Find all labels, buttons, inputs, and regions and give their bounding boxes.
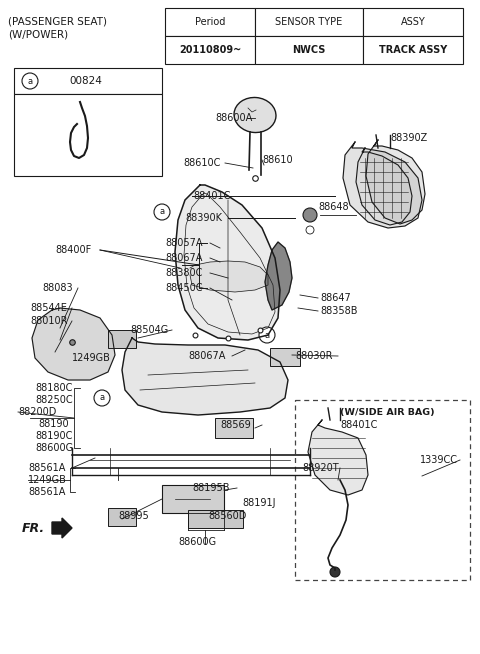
Text: 88030R: 88030R: [295, 351, 333, 361]
Text: 88191J: 88191J: [242, 498, 276, 508]
Ellipse shape: [234, 97, 276, 133]
Text: 88401C: 88401C: [193, 191, 230, 201]
Bar: [255, 36, 363, 64]
Text: 1249GB: 1249GB: [28, 475, 67, 485]
Text: 88648: 88648: [318, 202, 348, 212]
Polygon shape: [52, 518, 72, 538]
Text: 88190: 88190: [38, 419, 69, 429]
Text: 88180C: 88180C: [35, 383, 72, 393]
Bar: [108, 330, 136, 348]
Bar: [188, 510, 243, 528]
Bar: [108, 508, 136, 526]
Text: 88610: 88610: [262, 155, 293, 165]
Text: 88560D: 88560D: [208, 511, 246, 521]
Circle shape: [303, 208, 317, 222]
Text: 88450C: 88450C: [165, 283, 203, 293]
Polygon shape: [175, 185, 280, 340]
Circle shape: [22, 73, 38, 89]
Text: 88569: 88569: [220, 420, 251, 430]
Text: Period: Period: [195, 17, 225, 27]
Text: 88067A: 88067A: [188, 351, 226, 361]
Text: 88200D: 88200D: [18, 407, 56, 417]
Text: (W/SIDE AIR BAG): (W/SIDE AIR BAG): [340, 407, 434, 417]
Polygon shape: [366, 140, 425, 224]
Bar: [14, 68, 162, 94]
Text: 88600G: 88600G: [178, 537, 216, 547]
Text: TRACK ASSY: TRACK ASSY: [379, 45, 447, 55]
Bar: [14, 94, 162, 176]
Text: 00824: 00824: [69, 76, 102, 86]
Text: (PASSENGER SEAT)
(W/POWER): (PASSENGER SEAT) (W/POWER): [8, 16, 107, 39]
Polygon shape: [265, 242, 292, 310]
Text: 88561A: 88561A: [28, 463, 65, 473]
Polygon shape: [308, 420, 368, 495]
Text: a: a: [264, 330, 270, 339]
Text: NWCS: NWCS: [292, 45, 326, 55]
Text: 88600G: 88600G: [35, 443, 73, 453]
Text: 1249GB: 1249GB: [72, 353, 111, 363]
Text: 88190C: 88190C: [35, 431, 72, 441]
Circle shape: [330, 567, 340, 577]
Circle shape: [94, 390, 110, 406]
Polygon shape: [343, 142, 422, 228]
Bar: [165, 36, 255, 64]
Text: 88195B: 88195B: [192, 483, 229, 493]
Text: 88400F: 88400F: [55, 245, 91, 255]
Text: a: a: [99, 394, 105, 402]
Text: 88250C: 88250C: [35, 395, 72, 405]
Bar: [165, 8, 255, 36]
Text: 88561A: 88561A: [28, 487, 65, 497]
Bar: [363, 8, 463, 36]
Bar: [363, 36, 463, 64]
Polygon shape: [356, 148, 412, 225]
Bar: [270, 348, 300, 366]
Polygon shape: [122, 338, 288, 415]
Text: 88390K: 88390K: [185, 213, 222, 223]
Polygon shape: [32, 308, 115, 380]
Text: 88995: 88995: [118, 511, 149, 521]
Circle shape: [259, 327, 275, 343]
Bar: [215, 418, 253, 438]
Text: 88057A: 88057A: [165, 238, 203, 248]
Circle shape: [154, 204, 170, 220]
Text: FR.: FR.: [22, 521, 45, 534]
Text: 88010R: 88010R: [30, 316, 68, 326]
Polygon shape: [190, 261, 268, 292]
Text: SENSOR TYPE: SENSOR TYPE: [276, 17, 343, 27]
Circle shape: [306, 226, 314, 234]
Text: a: a: [159, 207, 165, 216]
Text: 88067A: 88067A: [165, 253, 203, 263]
Text: 88358B: 88358B: [320, 306, 358, 316]
Bar: [255, 8, 363, 36]
Text: 88504G: 88504G: [130, 325, 168, 335]
Text: ASSY: ASSY: [401, 17, 425, 27]
Text: 1339CC: 1339CC: [420, 455, 458, 465]
Text: 88920T: 88920T: [302, 463, 338, 473]
Text: 88083: 88083: [42, 283, 72, 293]
Text: 88390Z: 88390Z: [390, 133, 427, 143]
Text: a: a: [27, 77, 33, 86]
FancyBboxPatch shape: [295, 400, 470, 580]
Text: 88380C: 88380C: [165, 268, 203, 278]
Text: 88600A: 88600A: [215, 113, 252, 123]
Text: 88647: 88647: [320, 293, 351, 303]
Text: 88544E: 88544E: [30, 303, 67, 313]
Text: 88610C: 88610C: [183, 158, 220, 168]
Text: 88401C: 88401C: [340, 420, 377, 430]
Text: 20110809~: 20110809~: [179, 45, 241, 55]
Bar: [162, 485, 224, 513]
